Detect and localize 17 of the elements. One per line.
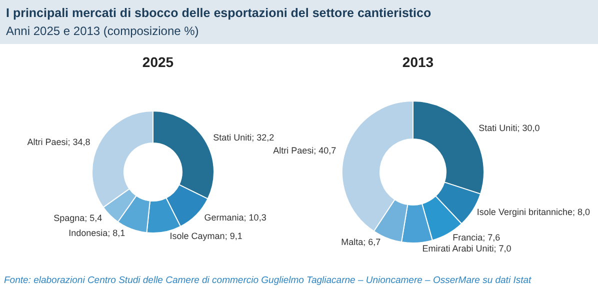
slice-label: Altri Paesi; 34,8: [27, 137, 90, 148]
slice-label: Emirati Arabi Uniti; 7,0: [422, 243, 512, 254]
slice-label: Isole Cayman; 9,1: [170, 230, 242, 241]
chart-title: 2025: [142, 54, 174, 70]
slice-label: Germania; 10,3: [204, 212, 266, 223]
slice-label: Francia; 7,6: [452, 232, 500, 242]
text: Anni 2025 e 2013 (composizione %): [6, 24, 199, 38]
slice-label: Altri Paesi; 40,7: [273, 145, 336, 156]
source-note: Fonte: elaborazioni Centro Studi delle Camere di commercio Guglielmo Tagliacarne – Unioncamere – OsserMare su dati Istat: [4, 275, 532, 286]
chart-title: 2013: [402, 54, 434, 70]
text: I principali mercati di sbocco delle esportazioni del settore cantieristico: [6, 6, 432, 20]
slice-label: Indonesia; 8,1: [68, 228, 126, 238]
slice-label: Isole Vergini britanniche; 8,0: [476, 207, 590, 218]
slice-label: Stati Uniti; 30,0: [478, 122, 540, 133]
slice-label: Malta; 6,7: [341, 236, 381, 247]
slice-label: Spagna; 5,4: [54, 213, 102, 224]
slice-label: Stati Uniti; 32,2: [213, 132, 274, 143]
